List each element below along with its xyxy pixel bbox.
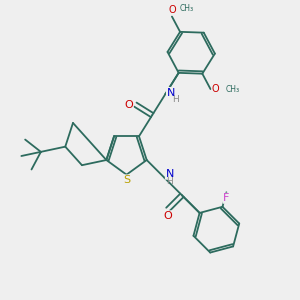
Text: N: N (165, 169, 174, 179)
Text: O: O (124, 100, 133, 110)
Text: O: O (212, 84, 220, 94)
Text: O: O (168, 5, 176, 15)
Text: O: O (163, 211, 172, 221)
Text: N: N (167, 88, 175, 98)
Text: CH₃: CH₃ (226, 85, 240, 94)
Text: S: S (123, 175, 130, 185)
Text: H: H (172, 95, 179, 104)
Text: CH₃: CH₃ (180, 4, 194, 13)
Text: F: F (223, 193, 230, 203)
Text: H: H (166, 177, 173, 186)
